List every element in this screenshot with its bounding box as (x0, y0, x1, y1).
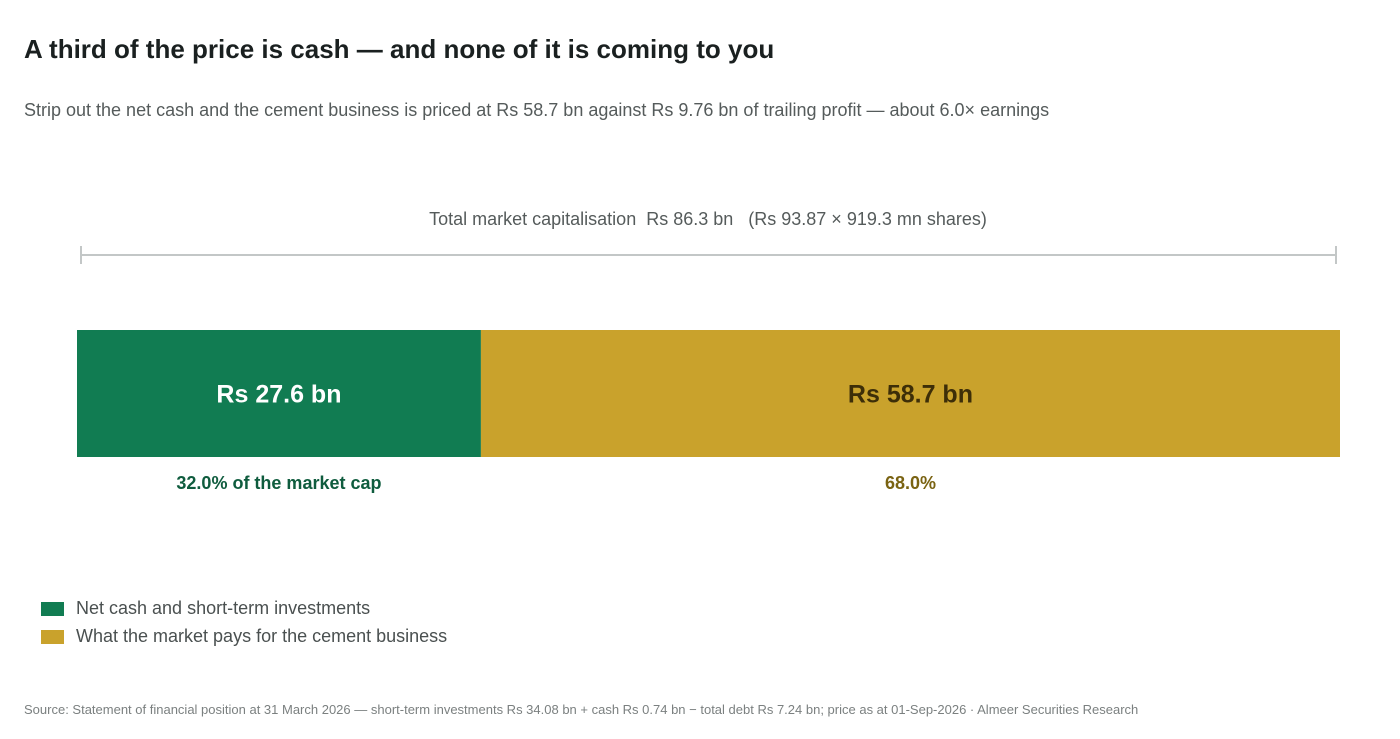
legend-swatch-cement-business (41, 629, 64, 644)
bar-share-label-net-cash: 32.0% of the market cap (176, 473, 381, 493)
chart-subtitle: Strip out the net cash and the cement bu… (24, 100, 1050, 120)
legend-swatch-net-cash (41, 601, 64, 616)
legend-item-cement-business: What the market pays for the cement busi… (41, 626, 447, 647)
stacked-bar-chart: Total market capitalisation Rs 86.3 bn (… (77, 209, 1340, 493)
legend-label-cement-business: What the market pays for the cement busi… (76, 626, 448, 646)
bar-segments: Rs 27.6 bn 32.0% of the market cap Rs 58.7… (77, 330, 1340, 493)
legend-item-net-cash: Net cash and short-term investments (41, 598, 370, 619)
total-bracket (80, 246, 1337, 264)
source-note: Source: Statement of financial position … (24, 702, 1139, 717)
total-market-cap-label: Total market capitalisation Rs 86.3 bn (… (429, 209, 987, 229)
bar-segment-cement-business (480, 330, 1340, 457)
bar-share-label-cement-business: 68.0% (885, 473, 936, 493)
chart-title: A third of the price is cash — and none … (24, 34, 775, 64)
bar-segment-net-cash (77, 330, 481, 457)
bar-value-label-net-cash: Rs 27.6 bn (216, 381, 341, 409)
bar-value-label-cement-business: Rs 58.7 bn (848, 381, 973, 409)
legend-label-net-cash: Net cash and short-term investments (76, 598, 371, 618)
